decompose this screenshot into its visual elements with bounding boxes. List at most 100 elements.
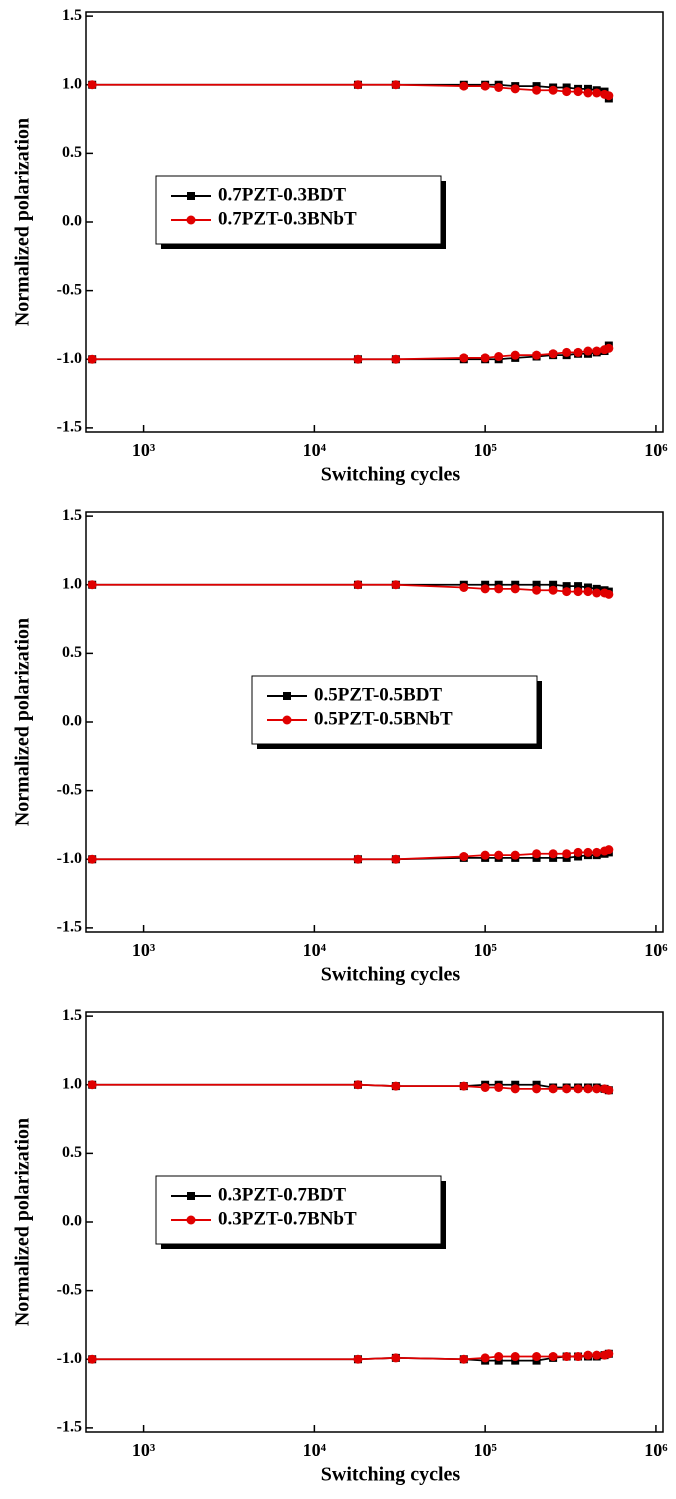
marker [573, 587, 583, 597]
legend-label: 0.7PZT-0.3BNbT [218, 208, 357, 229]
y-tick-label: 1.0 [62, 1075, 82, 1092]
marker [459, 582, 469, 592]
x-tick-label: 10⁶ [644, 1440, 668, 1460]
x-tick-label: 10⁵ [473, 440, 497, 460]
x-axis-label: Switching cycles [321, 464, 461, 486]
plot-area [87, 1080, 614, 1365]
marker [604, 1349, 614, 1359]
marker [510, 350, 520, 360]
x-tick-label: 10⁴ [303, 940, 327, 960]
marker [532, 585, 542, 595]
marker [480, 584, 490, 594]
marker [583, 1084, 593, 1094]
marker [548, 349, 558, 359]
marker [583, 847, 593, 857]
x-tick-label: 10³ [132, 440, 156, 460]
x-tick-label: 10⁵ [473, 1440, 497, 1460]
marker [549, 580, 558, 589]
y-tick-label: 0.5 [62, 644, 82, 661]
marker [459, 852, 469, 862]
x-axis-label: Switching cycles [321, 1464, 461, 1486]
marker [548, 1084, 558, 1094]
marker [548, 1352, 558, 1362]
marker [562, 582, 571, 591]
marker [562, 1352, 572, 1362]
marker [187, 192, 195, 200]
legend-label: 0.5PZT-0.5BDT [314, 684, 442, 705]
marker [532, 85, 542, 95]
chart: 1.5 1.0 0.5 0.0 -0.5 -1.0 -1.5 10³ 10⁴ 10⁵ 10⁶ Swit… [12, 1007, 669, 1486]
y-tick-label: 1.0 [62, 75, 82, 92]
marker [532, 350, 542, 360]
x-tick-label: 10⁵ [473, 940, 497, 960]
plot-area [87, 580, 614, 864]
marker [391, 354, 401, 364]
marker [87, 354, 97, 364]
marker [459, 1081, 469, 1091]
y-tick-label: 1.0 [62, 575, 82, 592]
legend-box [155, 1175, 442, 1245]
legend: 0.3PZT-0.7BDT 0.3PZT-0.7BNbT [155, 1175, 446, 1249]
marker [353, 1354, 363, 1364]
y-tick-label: 0.5 [62, 144, 82, 161]
marker [592, 1084, 602, 1094]
marker [548, 85, 558, 95]
marker [459, 81, 469, 91]
marker [532, 1352, 542, 1362]
marker [562, 347, 572, 357]
marker [510, 84, 520, 94]
chart: 1.5 1.0 0.5 0.0 -0.5 -1.0 -1.5 10³ 10⁴ 10⁵ 10⁶ Swit… [12, 7, 669, 486]
marker [562, 849, 572, 859]
y-tick-label: -1.0 [57, 850, 82, 867]
marker [494, 82, 504, 92]
x-tick-label: 10⁴ [303, 1440, 327, 1460]
marker [592, 346, 602, 356]
legend-label: 0.3PZT-0.7BDT [218, 1184, 346, 1205]
marker [186, 1215, 196, 1225]
x-tick-label: 10⁶ [644, 440, 668, 460]
marker [186, 215, 196, 225]
marker [391, 80, 401, 90]
marker [480, 1353, 490, 1363]
marker [282, 715, 292, 725]
plot-area [87, 80, 614, 364]
marker [583, 88, 593, 98]
y-tick-label: 0.5 [62, 1144, 82, 1161]
marker [573, 1084, 583, 1094]
y-tick-label: 1.5 [62, 1007, 82, 1024]
marker [87, 80, 97, 90]
marker [353, 854, 363, 864]
y-tick-label: -1.5 [57, 919, 82, 936]
y-tick-label: -1.0 [57, 350, 82, 367]
marker [604, 343, 614, 353]
marker [391, 580, 401, 590]
marker [459, 353, 469, 363]
y-tick-label: -1.0 [57, 1350, 82, 1367]
marker [87, 854, 97, 864]
marker [480, 850, 490, 860]
marker [532, 1084, 542, 1094]
marker [494, 584, 504, 594]
marker [494, 850, 504, 860]
y-axis-label: Normalized polarization [12, 618, 34, 826]
marker [494, 1352, 504, 1362]
marker [510, 1084, 520, 1094]
legend-box [155, 175, 442, 245]
marker [532, 580, 541, 589]
marker [573, 347, 583, 357]
legend: 0.7PZT-0.3BDT 0.7PZT-0.3BNbT [155, 175, 446, 249]
y-tick-label: -0.5 [57, 281, 82, 298]
y-tick-label: 0.0 [62, 1213, 82, 1230]
marker [283, 692, 291, 700]
marker [583, 346, 593, 356]
x-axis-label: Switching cycles [321, 964, 461, 986]
y-tick-label: 0.0 [62, 713, 82, 730]
y-axis-label: Normalized polarization [12, 118, 34, 326]
marker [459, 1354, 469, 1364]
marker [510, 1352, 520, 1362]
x-tick-label: 10⁶ [644, 940, 668, 960]
marker [391, 854, 401, 864]
marker [87, 1080, 97, 1090]
legend-label: 0.5PZT-0.5BNbT [314, 708, 453, 729]
